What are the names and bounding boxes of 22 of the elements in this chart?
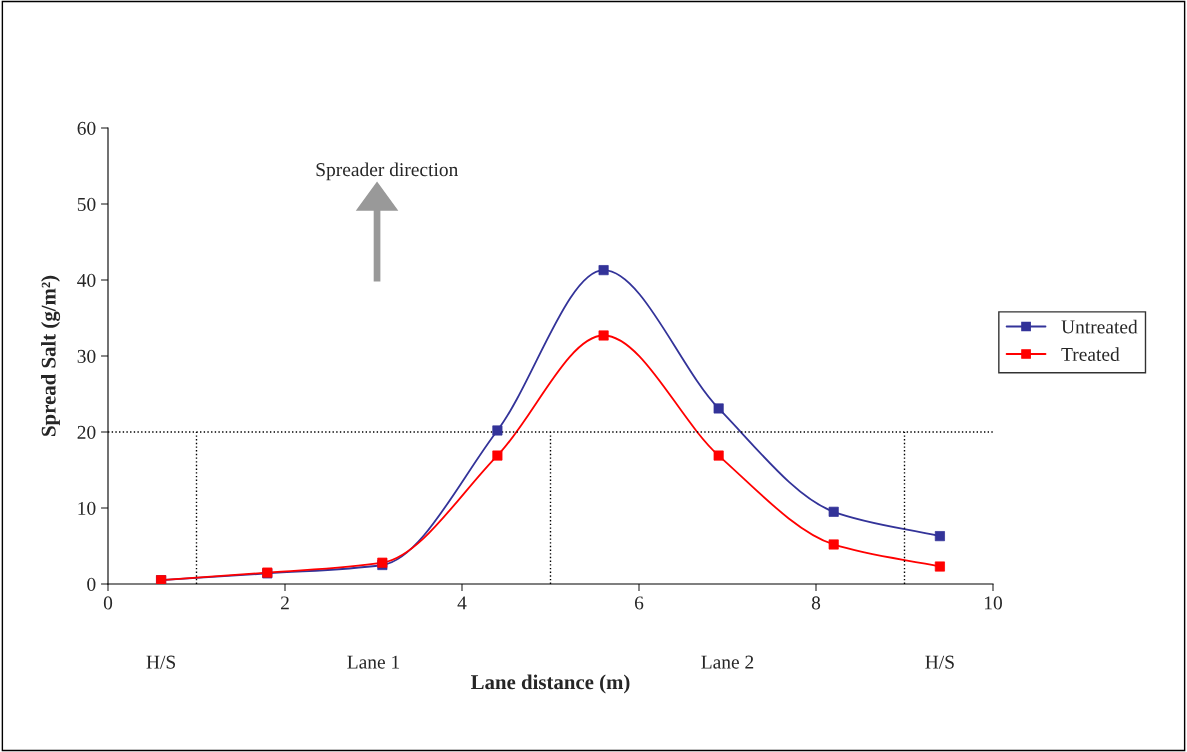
x-tick-label: 4 (457, 596, 467, 610)
text: Lane 1 (347, 655, 400, 669)
annotation: Spreader direction (316, 162, 459, 181)
x-tick-label: 6 (634, 596, 644, 610)
text: H/S (146, 655, 176, 669)
y-axis-title: Spread Salt (g/m²) (41, 275, 61, 436)
legend-label: Treated (1061, 347, 1120, 361)
y-tick-label: 0 (87, 577, 96, 591)
y-tick-label: 10 (78, 501, 96, 515)
y-tick-label: 20 (77, 425, 96, 439)
y-tick-label: 60 (77, 121, 96, 135)
y-tick-label: 50 (77, 197, 96, 211)
text: H/S (925, 655, 954, 669)
text: Lane 2 (701, 655, 754, 669)
y-tick-label: 40 (77, 273, 96, 287)
x-tick-label: 0 (103, 596, 113, 610)
y-tick-label: 30 (77, 349, 96, 363)
x-axis-title: Lane distance (m) (471, 674, 630, 694)
legend-label: Untreated (1061, 319, 1138, 334)
x-tick-label: 8 (811, 596, 821, 610)
x-tick-label: 10 (984, 596, 1002, 610)
x-tick-label: 2 (280, 596, 289, 610)
